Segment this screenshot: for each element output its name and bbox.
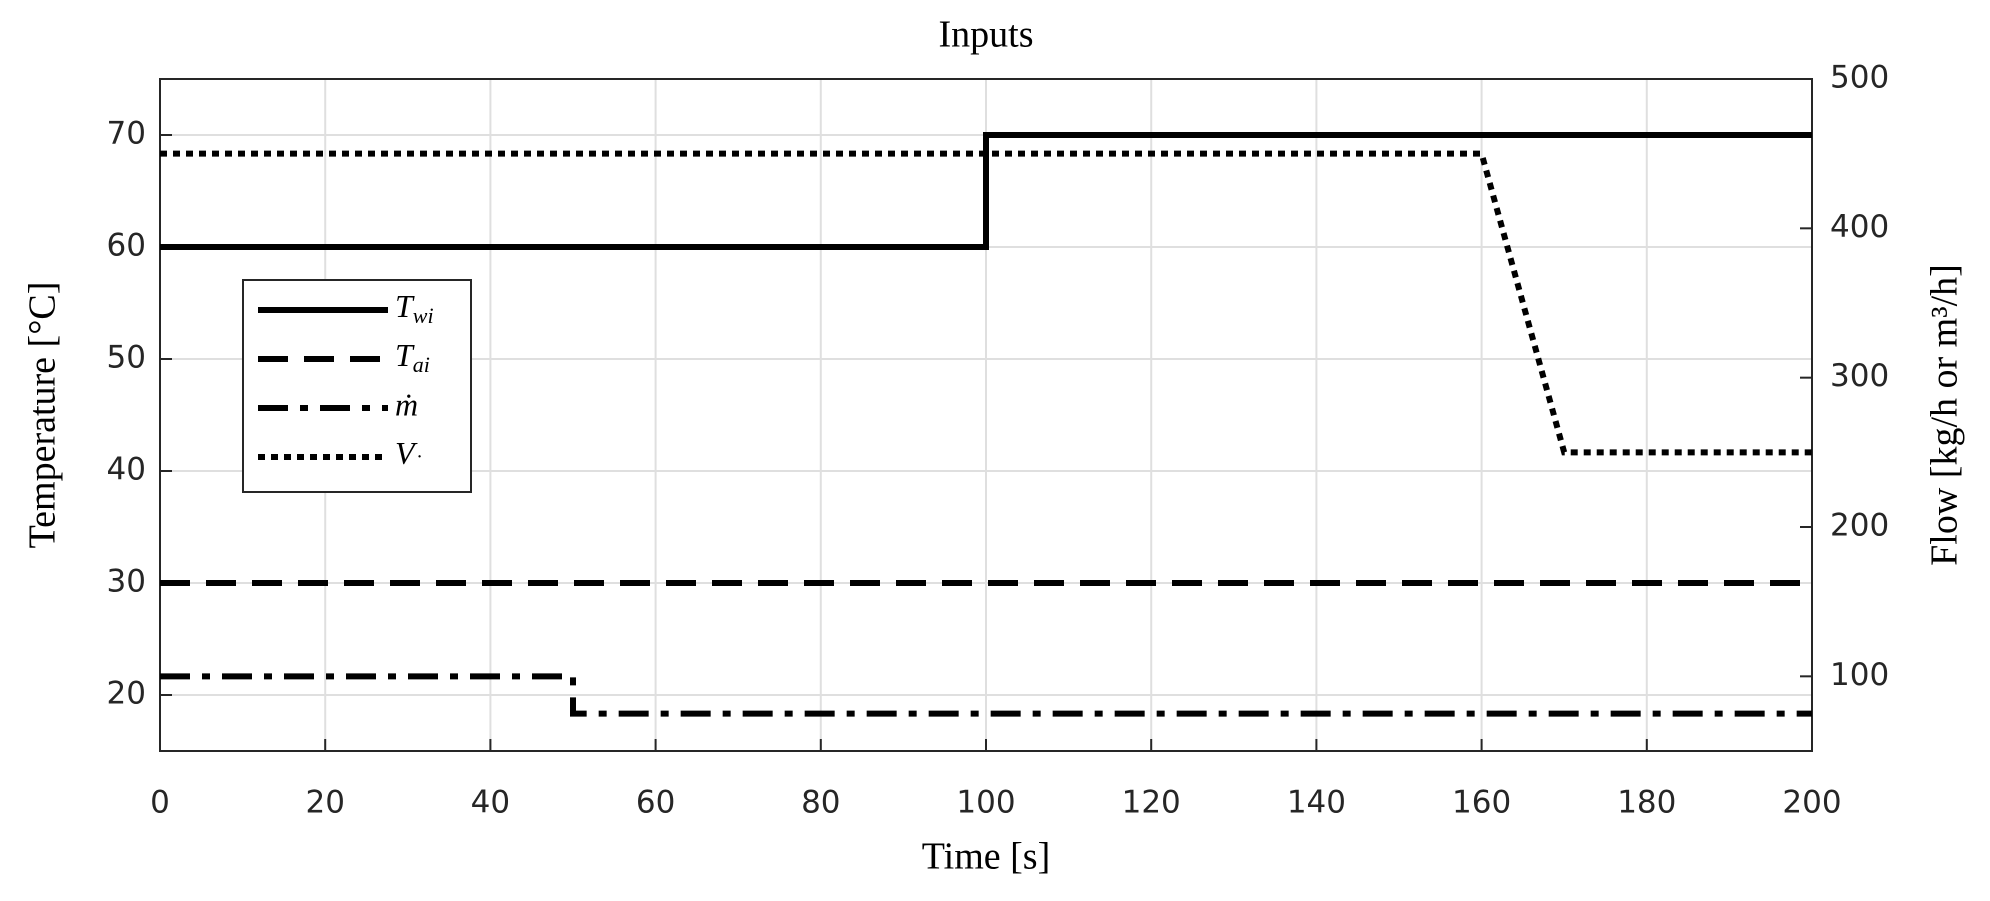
x-tick-label: 200 — [1782, 785, 1841, 821]
x-tick-label: 120 — [1122, 785, 1181, 821]
y-tick-label: 30 — [107, 564, 146, 600]
series-line — [160, 673, 1812, 717]
legend-label: Twi — [395, 288, 434, 328]
x-tick-label: 40 — [471, 785, 510, 821]
y-tick-label: 70 — [107, 116, 146, 152]
y2-tick-label: 100 — [1830, 657, 1889, 693]
y-tick-label: 40 — [107, 452, 146, 488]
y2-tick-label: 200 — [1830, 508, 1889, 544]
series-line — [160, 132, 1812, 250]
y2-axis-label: Flow [kg/h or m³/h] — [1924, 264, 1966, 566]
x-tick-label: 20 — [305, 785, 344, 821]
y-tick-label: 20 — [107, 676, 146, 712]
x-tick-label: 60 — [636, 785, 675, 821]
x-tick-label: 160 — [1452, 785, 1511, 821]
x-tick-label: 180 — [1617, 785, 1676, 821]
y-axis-label: Temperature [°C] — [22, 282, 64, 549]
plot-frame — [159, 78, 1813, 752]
legend-label: ṁ — [395, 386, 418, 422]
legend-box — [242, 279, 472, 493]
y2-tick-label: 500 — [1830, 60, 1889, 96]
y-tick-label: 50 — [107, 340, 146, 376]
series-line — [160, 150, 1812, 456]
x-tick-label: 100 — [956, 785, 1015, 821]
x-tick-label: 0 — [150, 785, 170, 821]
x-tick-label: 140 — [1287, 785, 1346, 821]
y2-tick-label: 400 — [1830, 209, 1889, 245]
chart-title: Inputs — [939, 14, 1034, 56]
x-axis-label: Time [s] — [922, 836, 1050, 878]
y2-tick-label: 300 — [1830, 358, 1889, 394]
x-tick-label: 80 — [801, 785, 840, 821]
y-tick-label: 60 — [107, 228, 146, 264]
legend-label: Tai — [395, 337, 430, 377]
